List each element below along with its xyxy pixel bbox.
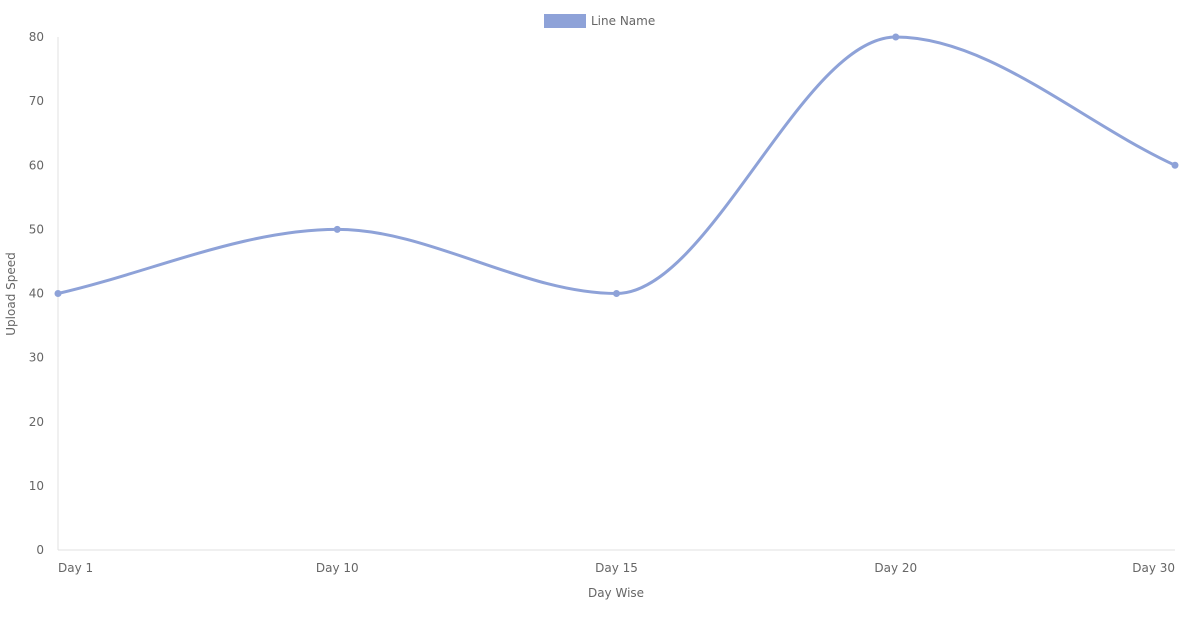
- y-axis-title: Upload Speed: [4, 252, 18, 335]
- x-axis-title: Day Wise: [588, 586, 644, 600]
- series-line: [57, 35, 1176, 296]
- x-tick-label: Day 20: [874, 561, 917, 575]
- y-tick-label: 80: [29, 30, 44, 44]
- y-tick-label: 10: [29, 479, 44, 493]
- x-tick-label: Day 10: [316, 561, 359, 575]
- y-tick-label: 70: [29, 94, 44, 108]
- y-tick-label: 30: [29, 351, 44, 365]
- y-tick-label: 40: [29, 287, 44, 301]
- y-tick-label: 0: [36, 543, 44, 557]
- x-tick-labels: Day 1 Day 10 Day 15 Day 20 Day 30: [58, 561, 1175, 575]
- data-point[interactable]: [1171, 161, 1179, 169]
- y-tick-labels: 0 10 20 30 40 50 60 70 80: [29, 30, 44, 557]
- legend-label: Line Name: [591, 14, 655, 28]
- y-tick-label: 50: [29, 222, 44, 236]
- data-point[interactable]: [892, 33, 900, 41]
- data-point[interactable]: [54, 290, 62, 297]
- data-point[interactable]: [613, 290, 620, 297]
- data-point[interactable]: [333, 225, 341, 233]
- x-tick-label: Day 15: [595, 561, 638, 575]
- x-tick-label: Day 1: [58, 561, 93, 575]
- y-tick-label: 60: [29, 158, 44, 172]
- x-tick-label: Day 30: [1132, 561, 1175, 575]
- legend-swatch: [544, 14, 586, 28]
- y-tick-label: 20: [29, 415, 44, 429]
- data-points: [54, 33, 1179, 297]
- legend: Line Name: [544, 14, 655, 28]
